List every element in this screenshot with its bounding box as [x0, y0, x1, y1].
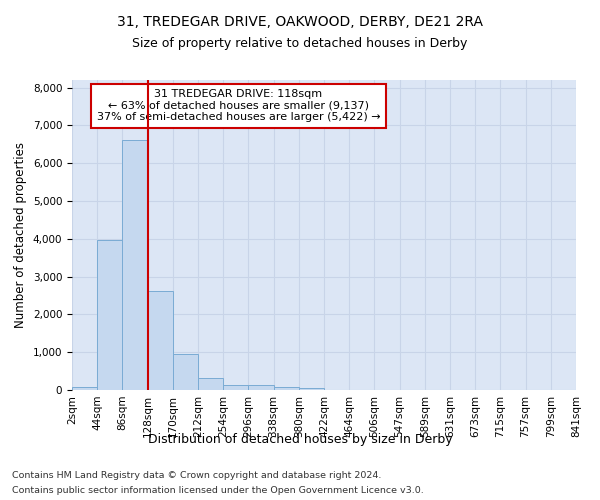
Bar: [122, 140, 148, 390]
Text: Contains HM Land Registry data © Crown copyright and database right 2024.: Contains HM Land Registry data © Crown c…: [12, 471, 382, 480]
Text: 31, TREDEGAR DRIVE, OAKWOOD, DERBY, DE21 2RA: 31, TREDEGAR DRIVE, OAKWOOD, DERBY, DE21…: [117, 15, 483, 29]
Bar: [198, 378, 223, 390]
Bar: [173, 354, 198, 390]
Text: Contains public sector information licensed under the Open Government Licence v3: Contains public sector information licen…: [12, 486, 424, 495]
Text: 31 TREDEGAR DRIVE: 118sqm
← 63% of detached houses are smaller (9,137)
37% of se: 31 TREDEGAR DRIVE: 118sqm ← 63% of detac…: [97, 90, 380, 122]
Bar: [223, 384, 248, 390]
Bar: [148, 291, 173, 390]
Y-axis label: Number of detached properties: Number of detached properties: [14, 142, 27, 328]
Text: Distribution of detached houses by size in Derby: Distribution of detached houses by size …: [148, 432, 452, 446]
Bar: [274, 386, 299, 390]
Text: Size of property relative to detached houses in Derby: Size of property relative to detached ho…: [133, 38, 467, 51]
Bar: [72, 387, 97, 390]
Bar: [97, 240, 122, 390]
Bar: [299, 388, 324, 390]
Bar: [248, 386, 274, 390]
